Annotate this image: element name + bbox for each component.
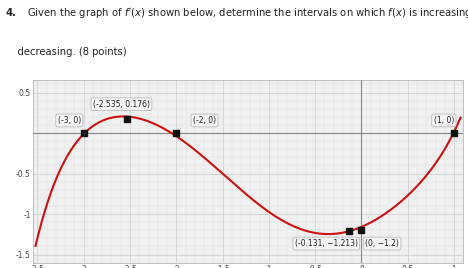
- Text: (-2, 0): (-2, 0): [193, 116, 216, 125]
- Text: decreasing. (8 points): decreasing. (8 points): [5, 47, 126, 57]
- Text: $\mathbf{4.}$   Given the graph of $f'(x)$ shown below, determine the intervals : $\mathbf{4.}$ Given the graph of $f'(x)$…: [5, 6, 468, 20]
- Text: (-0.131, −1.213): (-0.131, −1.213): [295, 239, 358, 248]
- Text: (0, −1.2): (0, −1.2): [365, 239, 399, 248]
- Text: (-2.535, 0.176): (-2.535, 0.176): [93, 100, 150, 109]
- Text: (-3, 0): (-3, 0): [58, 116, 81, 125]
- Text: (1, 0): (1, 0): [434, 116, 454, 125]
